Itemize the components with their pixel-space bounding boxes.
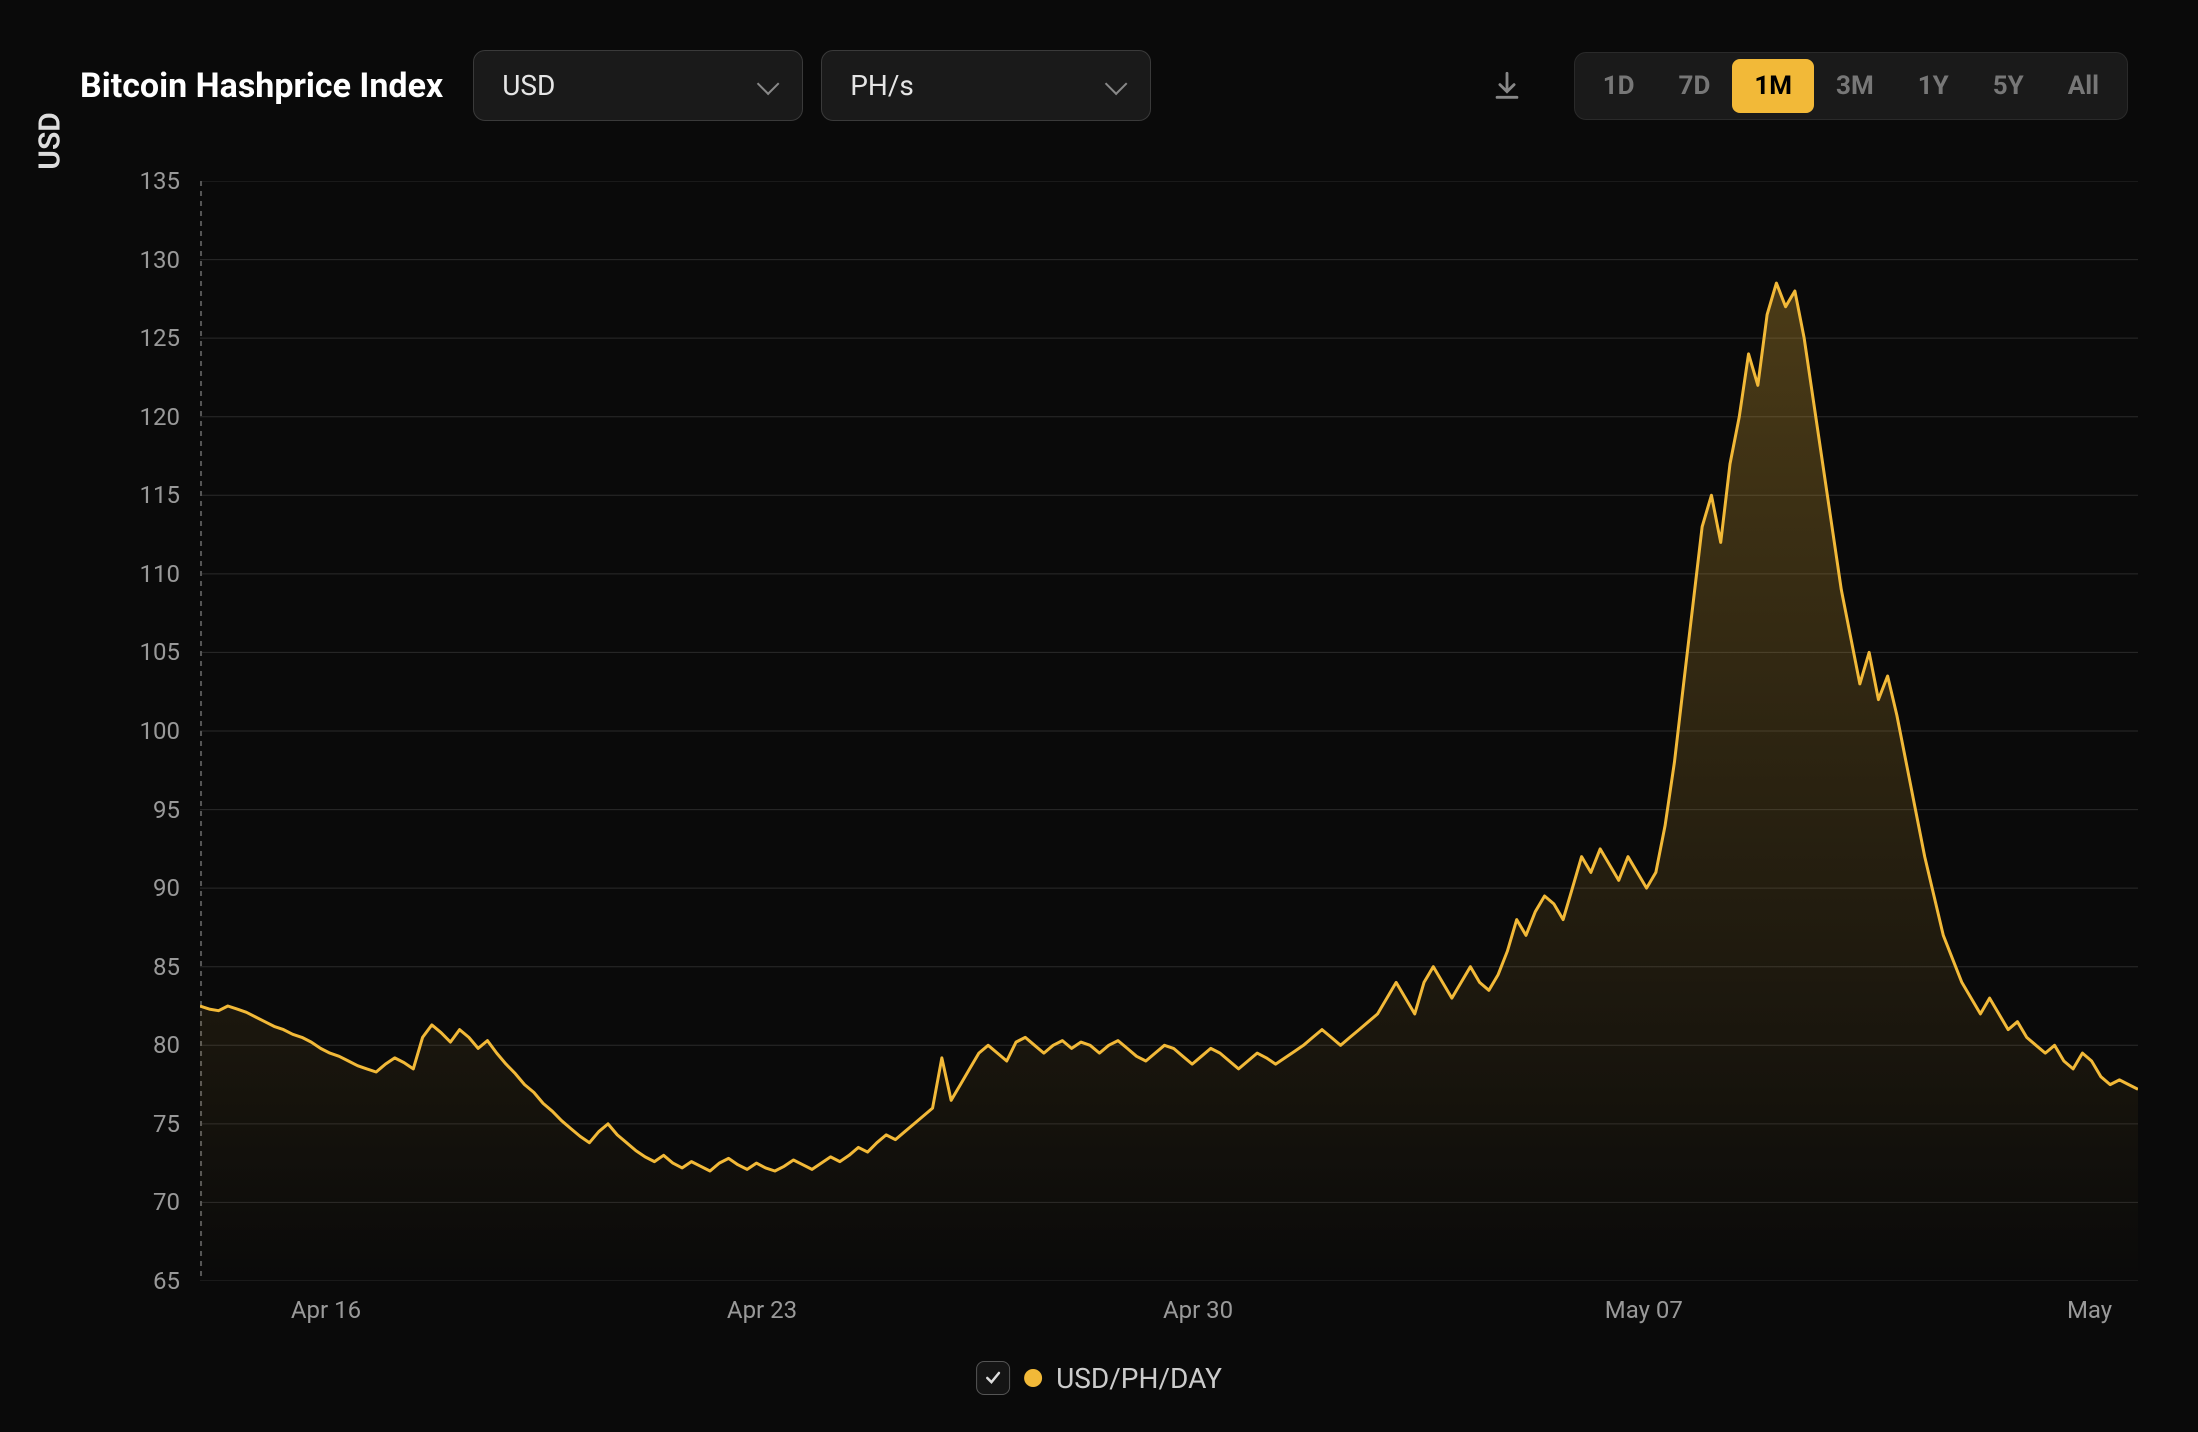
y-tick: 100: [140, 717, 180, 745]
x-tick: May: [2067, 1296, 2112, 1324]
y-tick: 80: [153, 1031, 180, 1059]
y-tick: 110: [140, 560, 180, 588]
y-tick: 90: [153, 874, 180, 902]
range-1d[interactable]: 1D: [1581, 59, 1657, 113]
y-tick: 70: [153, 1188, 180, 1216]
y-tick: 95: [153, 796, 180, 824]
range-5y[interactable]: 5Y: [1971, 59, 2046, 113]
unit-select-value: PH/s: [850, 69, 914, 102]
currency-select-value: USD: [502, 69, 555, 102]
range-3m[interactable]: 3M: [1814, 59, 1896, 113]
legend-label: USD/PH/DAY: [1056, 1362, 1222, 1395]
range-selector: 1D7D1M3M1Y5YAll: [1574, 52, 2128, 120]
header: Bitcoin Hashprice Index USD PH/s 1D7D1M3…: [0, 0, 2198, 151]
range-7d[interactable]: 7D: [1657, 59, 1733, 113]
y-tick: 125: [140, 324, 180, 352]
y-tick: 130: [140, 246, 180, 274]
x-axis-ticks: Apr 16 Apr 23 Apr 30 May 07 May: [200, 1296, 2138, 1336]
y-tick: 65: [153, 1267, 180, 1295]
legend-dot: [1024, 1369, 1042, 1387]
legend-checkbox[interactable]: [976, 1361, 1010, 1395]
y-tick: 75: [153, 1110, 180, 1138]
x-tick: Apr 16: [291, 1296, 361, 1324]
x-tick: Apr 30: [1163, 1296, 1233, 1324]
legend: USD/PH/DAY: [976, 1361, 1222, 1395]
y-tick: 135: [140, 167, 180, 195]
unit-select[interactable]: PH/s: [821, 50, 1151, 121]
download-icon[interactable]: [1490, 69, 1524, 103]
y-tick: 105: [140, 638, 180, 666]
y-tick: 120: [140, 403, 180, 431]
range-1m[interactable]: 1M: [1732, 59, 1814, 113]
range-1y[interactable]: 1Y: [1896, 59, 1971, 113]
y-axis-ticks: 65707580859095100105110115120125130135: [110, 181, 180, 1281]
plot-area[interactable]: [200, 181, 2138, 1281]
page-title: Bitcoin Hashprice Index: [80, 66, 443, 106]
currency-select[interactable]: USD: [473, 50, 803, 121]
dropdown-group: USD PH/s: [473, 50, 1151, 121]
x-tick: May 07: [1605, 1296, 1683, 1324]
y-tick: 85: [153, 953, 180, 981]
chevron-down-icon: [1105, 72, 1128, 95]
y-axis-label: USD: [33, 112, 68, 170]
range-all[interactable]: All: [2046, 59, 2121, 113]
y-tick: 115: [140, 481, 180, 509]
x-tick: Apr 23: [727, 1296, 797, 1324]
chevron-down-icon: [757, 72, 780, 95]
